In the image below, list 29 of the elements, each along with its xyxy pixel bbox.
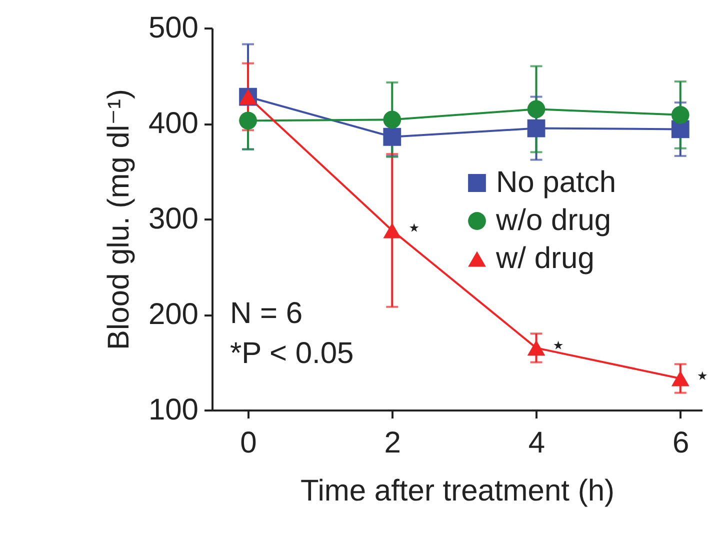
y-tick-label: 100 (148, 394, 198, 426)
x-tick-label: 2 (384, 426, 401, 460)
point (527, 100, 546, 118)
point (383, 110, 402, 129)
legend-label: w/o drug (495, 204, 612, 237)
y-axis-title: Blood glu. (mg dl⁻¹) (102, 89, 136, 350)
annotation: N = 6 (230, 297, 303, 330)
point (671, 120, 690, 138)
annotation: *P < 0.05 (230, 337, 354, 370)
point (527, 340, 546, 356)
y-tick-label: 400 (148, 107, 198, 140)
annotation: ⋆ (550, 332, 566, 359)
point (383, 128, 402, 146)
x-axis-title: Time after treatment (h) (300, 474, 614, 508)
y-tick-label: 200 (148, 298, 198, 331)
annotation: ⋆ (694, 362, 710, 390)
legend-label: No patch (496, 166, 616, 199)
x-tick-label: 6 (672, 426, 690, 460)
point (383, 222, 402, 238)
y-tick-label: 500 (148, 12, 198, 44)
point (671, 370, 690, 386)
point (671, 106, 690, 124)
x-tick-label: 0 (240, 426, 257, 460)
x-tick-label: 4 (528, 426, 546, 460)
y-tick-label: 300 (148, 202, 198, 236)
annotation: ⋆ (406, 214, 422, 242)
point (239, 112, 257, 130)
point (527, 119, 546, 138)
legend-label: w/ drug (495, 242, 594, 275)
